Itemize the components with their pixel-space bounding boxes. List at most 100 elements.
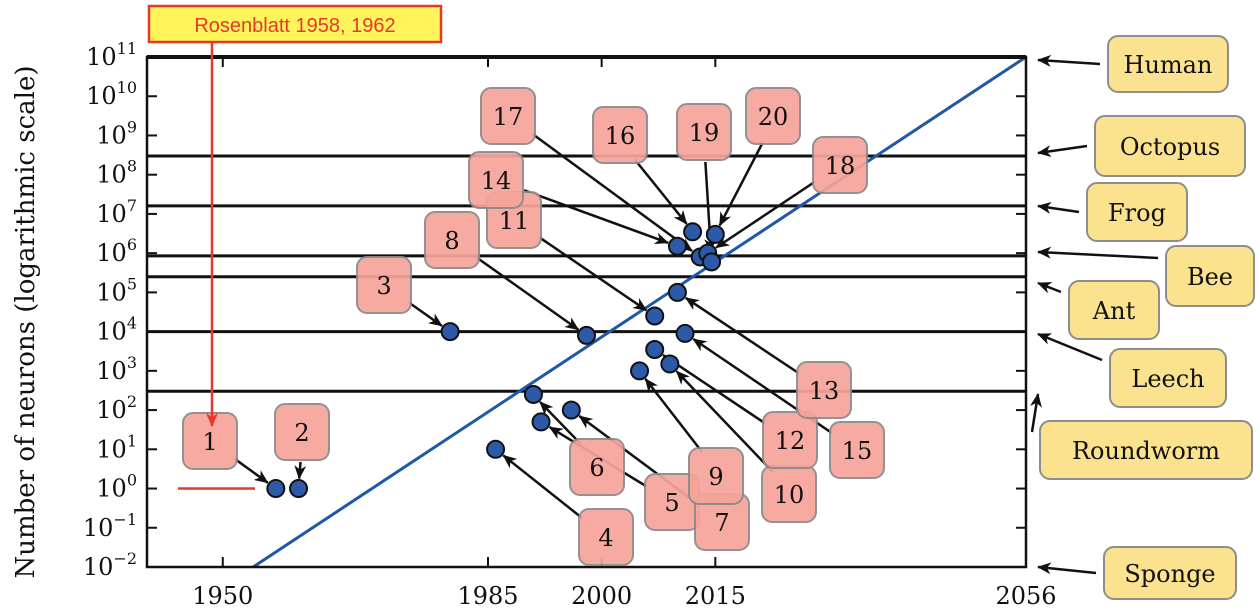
- arrow-to-point-14: [523, 189, 669, 244]
- point-label-text: 18: [825, 152, 856, 180]
- organism-box: [1109, 348, 1227, 408]
- arrow-to-point-13: [684, 296, 800, 375]
- y-tick-label: 104: [96, 314, 137, 346]
- point-label-box: [745, 87, 801, 145]
- data-point-4: [486, 439, 506, 459]
- point-label-6: 6: [569, 438, 625, 496]
- point-label-text: 10: [774, 481, 805, 509]
- point-label-4: 4: [578, 508, 634, 566]
- arrow-to-point-18: [715, 180, 816, 249]
- arrow-to-point-4: [502, 454, 584, 520]
- data-point-12: [645, 340, 665, 360]
- arrow-to-point-12: [662, 354, 766, 425]
- trend-line: [252, 55, 1027, 569]
- callout-text: Rosenblatt 1958, 1962: [194, 15, 395, 37]
- point-label-box: [592, 106, 648, 164]
- organism-sponge: Sponge: [1037, 546, 1237, 600]
- point-label-20: 20: [745, 87, 801, 145]
- point-label-text: 17: [493, 103, 524, 131]
- callout-box: [147, 4, 443, 44]
- x-tick-label: 1985: [457, 582, 518, 610]
- point-label-text: 11: [499, 207, 530, 235]
- data-point-1: [266, 479, 286, 499]
- y-tick-label: 108: [96, 157, 137, 189]
- point-label-box: [578, 508, 634, 566]
- arrow-to-point-11: [538, 235, 648, 312]
- arrow-to-point-1: [233, 457, 269, 484]
- x-tick-label: 2000: [571, 582, 632, 610]
- point-label-box: [356, 256, 412, 314]
- data-point-3: [440, 322, 460, 342]
- point-label-box: [762, 411, 818, 469]
- point-label-8: 8: [424, 211, 480, 269]
- point-label-3: 3: [356, 256, 412, 314]
- data-point-15: [675, 323, 695, 343]
- data-point-6: [523, 384, 543, 404]
- y-tick-label: 109: [96, 117, 137, 149]
- organism-name: Sponge: [1124, 560, 1215, 588]
- y-tick-label: 10−1: [83, 510, 137, 542]
- x-tick-label: 1950: [192, 582, 253, 610]
- data-point-2: [289, 479, 309, 499]
- data-point-14: [667, 236, 687, 256]
- arrow-to-point-10: [675, 370, 774, 473]
- organism-arrow: [1037, 562, 1097, 575]
- organism-box: [1107, 35, 1229, 93]
- organism-name: Ant: [1092, 297, 1136, 325]
- point-label-text: 8: [444, 227, 459, 255]
- organism-box: [1094, 115, 1246, 177]
- data-point-19: [702, 252, 722, 272]
- arrow-to-point-2: [294, 461, 307, 480]
- organism-arrow: [1037, 281, 1062, 294]
- organism-arrow: [1037, 246, 1159, 260]
- point-label-box: [812, 136, 868, 194]
- data-point-13: [667, 282, 687, 302]
- point-label-12: 12: [762, 411, 818, 469]
- organism-arrow: [1037, 144, 1088, 158]
- organism-arrow: [1030, 393, 1042, 433]
- point-label-text: 6: [589, 454, 604, 482]
- data-point-5: [531, 412, 551, 432]
- data-point-16: [683, 222, 703, 242]
- point-label-box: [688, 447, 744, 505]
- y-axis-label: Number of neurons (logarithmic scale): [11, 66, 41, 579]
- point-label-text: 15: [842, 437, 873, 465]
- y-tick-label: 102: [96, 392, 137, 424]
- point-label-1: 1: [182, 412, 238, 470]
- arrow-to-point-17: [531, 132, 693, 253]
- point-label-box: [569, 438, 625, 496]
- arrow-to-point-9: [644, 378, 703, 453]
- point-label-box: [796, 361, 852, 419]
- x-tick-label: 2056: [995, 582, 1056, 610]
- point-label-15: 15: [829, 421, 885, 479]
- point-label-text: 5: [664, 489, 679, 517]
- data-point-7: [561, 400, 581, 420]
- point-label-text: 16: [605, 122, 636, 150]
- organism-arrow: [1037, 201, 1080, 214]
- point-label-box: [480, 87, 536, 145]
- organism-name: Roundworm: [1072, 437, 1220, 465]
- point-label-text: 2: [294, 419, 309, 447]
- organism-ant: Ant: [1037, 280, 1160, 340]
- point-label-box: [676, 103, 732, 161]
- y-tick-label: 10−2: [83, 549, 137, 581]
- data-point-11: [645, 306, 665, 326]
- x-tick-label: 2015: [685, 582, 746, 610]
- organism-roundworm: Roundworm: [1030, 393, 1253, 480]
- y-tick-label: 101: [96, 431, 137, 463]
- y-tick-label: 1010: [86, 78, 137, 110]
- point-label-text: 14: [481, 167, 512, 195]
- data-point-20: [705, 224, 725, 244]
- point-label-17: 17: [480, 87, 536, 145]
- point-label-text: 13: [809, 377, 840, 405]
- organism-human: Human: [1037, 35, 1229, 93]
- organism-name: Bee: [1187, 263, 1233, 291]
- organism-name: Frog: [1108, 199, 1166, 227]
- y-tick-label: 1011: [86, 39, 137, 71]
- organism-frog: Frog: [1037, 182, 1188, 242]
- point-label-16: 16: [592, 106, 648, 164]
- point-label-text: 9: [708, 463, 723, 491]
- y-tick-label: 106: [96, 235, 137, 267]
- point-label-text: 4: [598, 524, 613, 552]
